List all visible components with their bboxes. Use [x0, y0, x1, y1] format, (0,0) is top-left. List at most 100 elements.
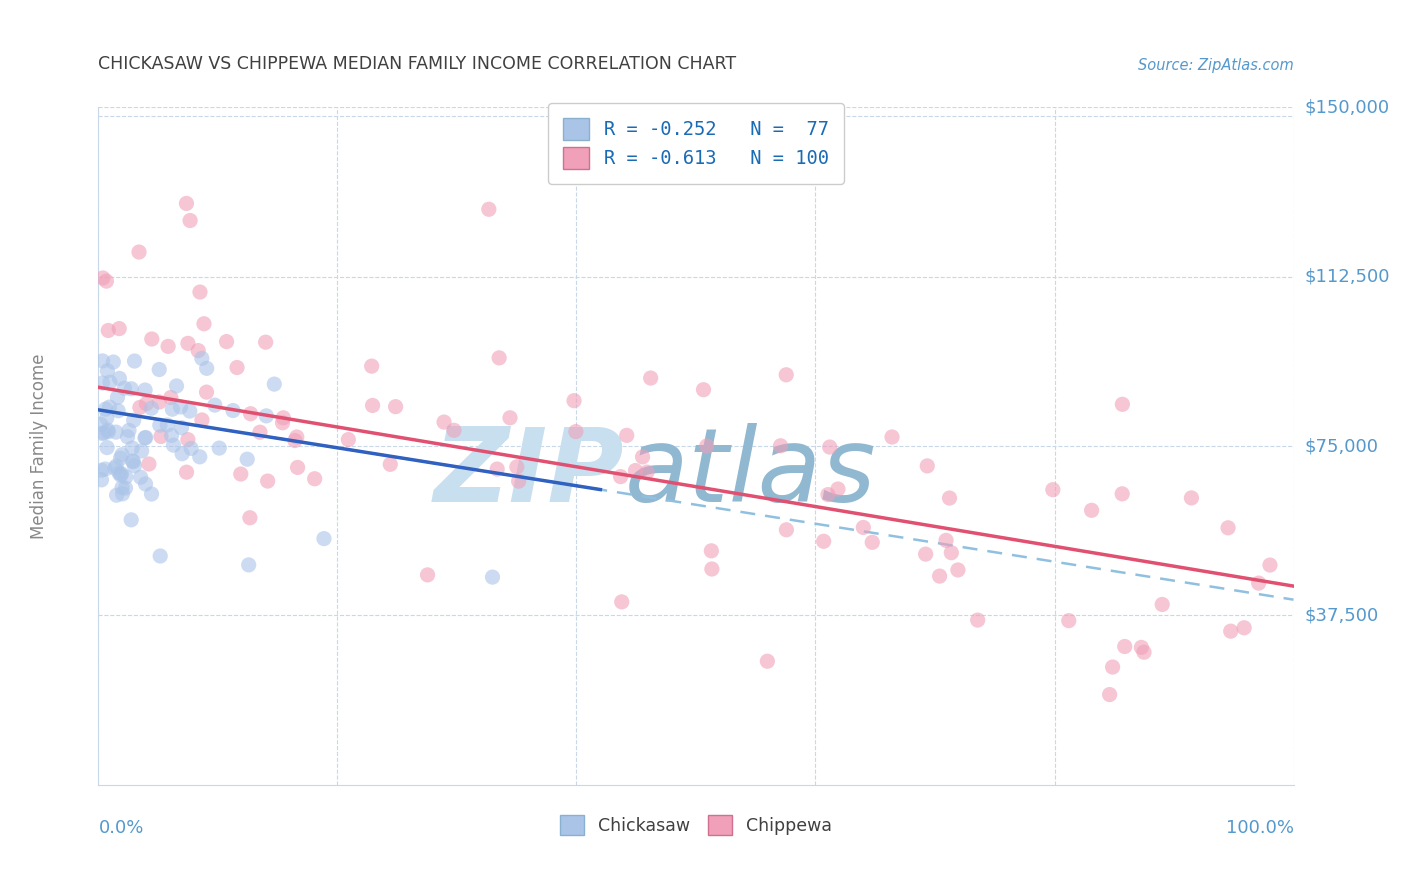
Point: [129, 470, 152, 484]
Text: 0.0%: 0.0%: [98, 819, 143, 837]
Point: [813, 534, 835, 549]
Point: [239, 407, 262, 421]
Point: [91, 426, 114, 441]
Point: [254, 409, 277, 423]
Point: [111, 487, 134, 501]
Point: [110, 468, 132, 483]
Point: [179, 404, 201, 418]
Point: [120, 382, 142, 396]
Point: [122, 454, 145, 468]
Point: [852, 520, 875, 534]
Point: [285, 430, 308, 444]
Point: [238, 558, 260, 572]
Point: [108, 371, 131, 385]
Point: [187, 343, 209, 358]
Point: [105, 488, 128, 502]
Point: [157, 339, 180, 353]
Point: [775, 368, 797, 382]
Point: [1111, 487, 1133, 501]
Point: [97, 423, 120, 437]
Point: [160, 391, 183, 405]
Point: [756, 654, 779, 668]
Point: [1114, 640, 1136, 654]
Point: [169, 400, 191, 414]
Text: ZIP: ZIP: [433, 423, 624, 524]
Point: [150, 429, 173, 443]
Point: [565, 425, 588, 439]
Point: [172, 447, 194, 461]
Point: [287, 460, 309, 475]
Point: [105, 458, 128, 473]
Point: [160, 428, 183, 442]
Point: [271, 416, 294, 430]
Point: [361, 399, 384, 413]
Point: [226, 360, 249, 375]
Point: [624, 464, 647, 478]
Point: [114, 481, 136, 495]
Point: [141, 401, 163, 416]
Point: [170, 421, 193, 435]
Point: [135, 397, 157, 411]
Point: [640, 371, 662, 385]
Point: [1111, 397, 1133, 411]
Point: [135, 430, 157, 444]
Point: [700, 562, 723, 576]
Point: [96, 274, 118, 288]
Point: [938, 491, 960, 505]
Point: [239, 510, 262, 524]
Point: [104, 425, 127, 439]
Point: [263, 377, 285, 392]
Text: atlas: atlas: [624, 423, 876, 523]
Point: [631, 450, 654, 464]
Point: [506, 459, 529, 474]
Point: [103, 355, 125, 369]
Point: [176, 465, 198, 479]
Point: [508, 474, 530, 488]
Point: [134, 431, 156, 445]
Point: [177, 336, 200, 351]
Point: [121, 454, 143, 468]
Point: [94, 462, 117, 476]
Text: $75,000: $75,000: [1305, 437, 1379, 455]
Point: [416, 567, 439, 582]
Point: [1042, 483, 1064, 497]
Point: [118, 424, 141, 438]
Point: [195, 361, 218, 376]
Point: [141, 487, 163, 501]
Point: [1133, 645, 1156, 659]
Point: [93, 425, 115, 440]
Point: [204, 398, 226, 412]
Point: [696, 439, 718, 453]
Point: [96, 411, 118, 425]
Point: [135, 477, 157, 491]
Legend: Chickasaw, Chippewa: Chickasaw, Chippewa: [551, 806, 841, 844]
Point: [188, 450, 211, 464]
Point: [1098, 688, 1121, 702]
Point: [96, 364, 118, 378]
Point: [98, 400, 121, 414]
Point: [90, 473, 112, 487]
Point: [769, 439, 792, 453]
Point: [188, 285, 211, 299]
Point: [91, 376, 114, 390]
Point: [124, 458, 146, 473]
Point: [914, 547, 936, 561]
Point: [946, 563, 969, 577]
Point: [114, 381, 136, 395]
Point: [191, 413, 214, 427]
Point: [176, 196, 198, 211]
Point: [304, 472, 326, 486]
Point: [179, 213, 201, 227]
Point: [610, 595, 633, 609]
Point: [110, 467, 132, 481]
Point: [1216, 521, 1239, 535]
Point: [380, 458, 402, 472]
Point: [131, 444, 153, 458]
Point: [236, 452, 259, 467]
Point: [114, 470, 136, 484]
Point: [1080, 503, 1102, 517]
Point: [827, 482, 849, 496]
Point: [880, 430, 903, 444]
Point: [486, 462, 509, 476]
Point: [180, 442, 202, 456]
